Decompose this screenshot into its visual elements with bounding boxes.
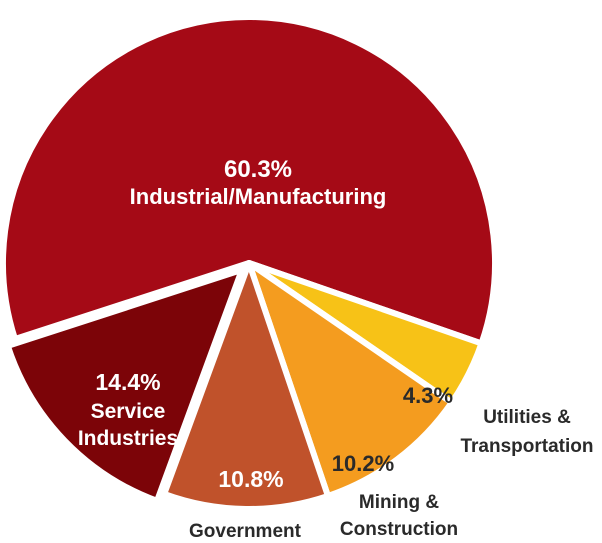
slice-category-label-government: Government — [189, 521, 302, 542]
pie-slice-industrial — [0, 14, 498, 347]
slice-value-label-government: 10.8% — [218, 466, 283, 492]
slice-value-label-utilities: 4.3% — [403, 383, 453, 408]
slice-category-label-utilities-line-1: Utilities & — [483, 407, 571, 428]
slice-category-label-industrial: Industrial/Manufacturing — [130, 184, 387, 209]
slice-value-label-service: 14.4% — [95, 369, 160, 395]
slice-category-label-service-line-1: Service — [91, 400, 166, 423]
slice-category-label-service-line-2: Industries — [78, 427, 178, 450]
pie-slice-service — [4, 266, 245, 504]
slice-value-label-mining: 10.2% — [332, 451, 394, 476]
slice-category-label-mining-line-2: Construction — [340, 519, 458, 540]
pie-slice-mining — [246, 260, 455, 499]
slice-value-label-industrial: 60.3% — [224, 156, 292, 183]
slice-category-label-mining-line-1: Mining & — [359, 492, 439, 513]
slice-category-label-utilities-line-2: Transportation — [460, 436, 593, 457]
pie-slice-government — [161, 260, 331, 512]
